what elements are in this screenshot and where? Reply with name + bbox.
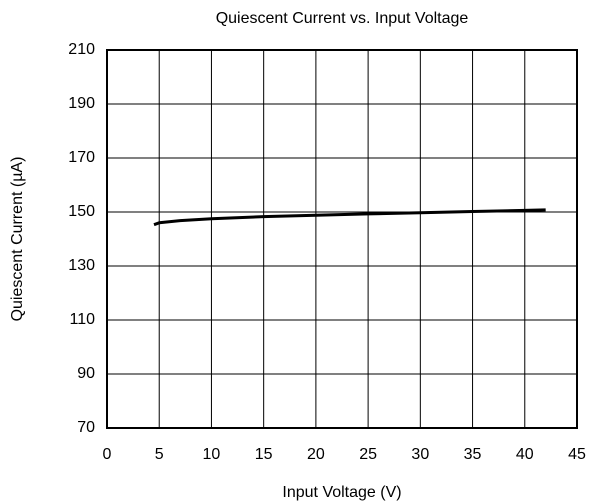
y-tick-label: 110 bbox=[69, 311, 95, 328]
x-tick-label: 30 bbox=[411, 446, 429, 463]
y-tick-label: 150 bbox=[68, 203, 95, 220]
x-tick-label: 10 bbox=[203, 446, 221, 463]
x-tick-label: 0 bbox=[103, 446, 112, 463]
y-tick-label: 130 bbox=[68, 257, 95, 274]
y-tick-label: 70 bbox=[77, 419, 95, 436]
y-tick-label: 210 bbox=[68, 41, 95, 58]
x-tick-label: 25 bbox=[359, 446, 377, 463]
x-tick-label: 35 bbox=[464, 446, 482, 463]
x-axis-label: Input Voltage (V) bbox=[282, 484, 401, 501]
y-axis-label: Quiescent Current (µA) bbox=[9, 157, 26, 322]
x-tick-label: 5 bbox=[155, 446, 164, 463]
y-tick-label: 170 bbox=[68, 149, 95, 166]
chart-title: Quiescent Current vs. Input Voltage bbox=[216, 10, 469, 27]
x-tick-label: 20 bbox=[307, 446, 325, 463]
y-tick-label: 90 bbox=[77, 365, 95, 382]
x-tick-label: 45 bbox=[568, 446, 586, 463]
x-tick-label: 40 bbox=[516, 446, 534, 463]
data-line bbox=[153, 208, 546, 227]
plot-frame bbox=[106, 49, 578, 429]
y-tick-label: 190 bbox=[68, 95, 95, 112]
x-tick-label: 15 bbox=[255, 446, 273, 463]
